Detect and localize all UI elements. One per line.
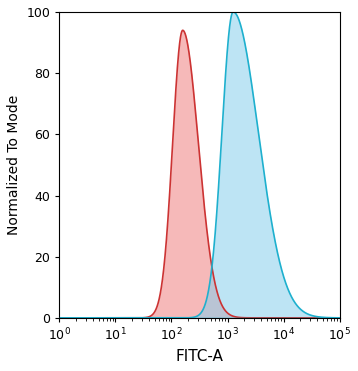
X-axis label: FITC-A: FITC-A (175, 349, 223, 364)
Y-axis label: Normalized To Mode: Normalized To Mode (7, 95, 21, 235)
